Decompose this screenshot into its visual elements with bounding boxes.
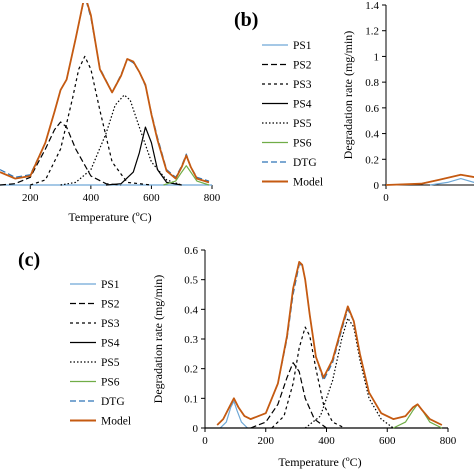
panel-a-legend: PS1 PS2 PS3 PS4 PS5 PS6 DTG Model xyxy=(262,40,323,189)
panel-a-legend-label-ps1: PS1 xyxy=(293,40,312,52)
panel-a-series-ps3 xyxy=(30,55,152,186)
panel-a-series-model xyxy=(0,3,210,184)
panel-c-series-ps3 xyxy=(271,326,345,429)
panel-b-y-tick-label: 1.2 xyxy=(365,26,379,38)
panel-b-chart: Degradation rate (mg/min) 00 0.2 0.4 0.6 0.8… xyxy=(341,0,474,204)
panel-c-y-axis-title: Degradation rate (mg/min) xyxy=(151,275,165,404)
panel-c-series-model xyxy=(216,260,443,426)
panel-c-y-tick-label: 0.5 xyxy=(184,275,198,287)
panel-c-legend-label-ps4: PS4 xyxy=(101,338,120,350)
panel-c-series-ps2 xyxy=(250,362,327,429)
panel-c-series-ps1 xyxy=(219,400,248,429)
panel-c-legend-label-ps1: PS1 xyxy=(101,279,120,291)
panel-c-letter: (c) xyxy=(18,249,40,271)
panel-c-y-tick-label: 0.2 xyxy=(184,364,198,376)
panel-c-y-tick-label: 0.6 xyxy=(184,245,198,257)
panel-a-chart: Temperature (ºC) 200 400 600 800 xyxy=(0,3,221,224)
panel-a-x-tick-label: 800 xyxy=(204,192,221,204)
panel-c-series-dtg xyxy=(216,264,443,426)
panel-a-legend-label-ps4: PS4 xyxy=(293,99,312,111)
panel-c-x-tick-label: 400 xyxy=(318,435,335,447)
panel-b-y-tick-label: 0.2 xyxy=(365,154,379,166)
panel-c-x-tick-label: 600 xyxy=(379,435,396,447)
panel-a-series-ps5 xyxy=(60,94,182,186)
panel-a-series-ps6 xyxy=(163,165,210,186)
panel-a-legend-label-ps2: PS2 xyxy=(293,60,312,72)
panel-a-legend-label-model: Model xyxy=(293,177,323,189)
panel-a-legend-label-ps5: PS5 xyxy=(293,118,312,130)
panel-c-x-axis-title: Temperature (ºC) xyxy=(278,455,361,469)
panel-c-legend-label-ps2: PS2 xyxy=(101,299,120,311)
panel-c-x-tick-label: 800 xyxy=(440,435,457,447)
panel-c-legend-label-ps5: PS5 xyxy=(101,357,120,369)
panel-c-legend-label-ps3: PS3 xyxy=(101,318,120,330)
panel-c-x-tick-label: 0 xyxy=(202,435,208,447)
panel-b-y-tick-label: 0 xyxy=(374,180,380,192)
panel-c-legend-label-model: Model xyxy=(101,416,131,428)
panel-a-series-ps4 xyxy=(105,126,182,186)
panel-b-y-tick-label: 0.4 xyxy=(365,129,379,141)
panel-a-legend-label-ps3: PS3 xyxy=(293,79,312,91)
panel-a-x-axis-title: Temperature (ºC) xyxy=(68,210,151,224)
panel-b-x-tick-label: 0 xyxy=(383,192,389,204)
panel-a-legend-label-dtg: DTG xyxy=(293,157,317,169)
panel-c-chart: Temperature (ºC) Degradation rate (mg/mi… xyxy=(151,245,457,469)
panel-b-y-tick-label: 1 xyxy=(374,51,380,63)
panel-c-legend-label-ps6: PS6 xyxy=(101,377,120,389)
panel-c-legend: PS1 PS2 PS3 PS4 PS5 PS6 DTG Model xyxy=(70,279,131,428)
panel-a-legend-label-ps6: PS6 xyxy=(293,138,312,150)
panel-b-series-ps1 xyxy=(429,178,474,186)
panel-b-y-axis-title: Degradation rate (mg/min) xyxy=(341,31,355,160)
panel-c-y-tick-label: 0.1 xyxy=(184,393,198,405)
panel-c-series-ps6 xyxy=(393,403,443,429)
panel-b-y-tick-label: 0.6 xyxy=(365,103,379,115)
panel-c-y-tick-label: 0 xyxy=(193,423,199,435)
panel-b-y-tick-label: 0.8 xyxy=(365,77,379,89)
panel-c-y-tick-label: 0.3 xyxy=(184,334,198,346)
panel-c-legend-label-dtg: DTG xyxy=(101,396,125,408)
panel-b-series-model xyxy=(386,173,474,186)
panel-a-series-ps2 xyxy=(0,121,122,186)
panel-a-x-tick-label: 600 xyxy=(143,192,160,204)
panel-a-series-dtg xyxy=(0,3,210,182)
panel-a-x-tick-label: 200 xyxy=(22,192,39,204)
panel-a-x-tick-label: 400 xyxy=(83,192,100,204)
panel-c-series-ps5 xyxy=(304,317,394,429)
panel-b-letter: (b) xyxy=(234,9,258,31)
panel-c-x-tick-label: 200 xyxy=(258,435,275,447)
panel-b-y-tick-label: 1.4 xyxy=(365,0,379,12)
panel-c-y-tick-label: 0.4 xyxy=(184,304,198,316)
